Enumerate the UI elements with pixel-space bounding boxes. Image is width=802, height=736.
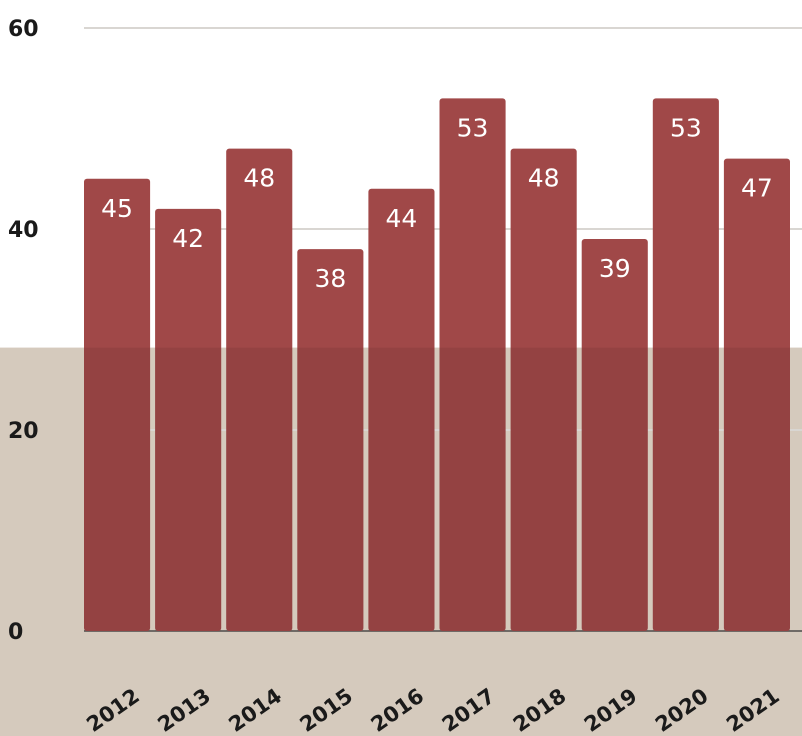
data-label-2017: 53 [457,113,489,142]
bar-shade-2015 [297,347,364,631]
bar-2018 [510,148,577,631]
y-tick-label: 40 [8,218,39,243]
bar-shade-2020 [652,347,719,631]
y-axis-tick-layer: 0 20 40 60 [8,17,39,645]
bar-2013 [155,208,222,631]
data-label-layer: 45 42 48 38 44 53 48 39 53 47 [101,113,773,293]
data-label-2015: 38 [314,264,346,293]
data-label-2019: 39 [599,254,631,283]
bar-2017 [439,98,506,632]
bar-2014 [226,148,293,631]
bar-layer [84,98,790,632]
data-label-2020: 53 [670,113,702,142]
bar-2015 [297,249,364,631]
bar-2019 [581,239,648,632]
bar-shade-2012 [84,347,151,631]
y-tick-label: 20 [8,419,39,444]
data-label-2021: 47 [741,174,773,203]
bar-shade-2017 [439,347,506,631]
data-label-2016: 44 [386,204,418,233]
y-tick-label: 0 [8,620,23,645]
bar-2012 [84,178,151,631]
bar-shade-2019 [581,347,648,631]
data-label-2018: 48 [528,164,560,193]
data-label-2013: 42 [172,224,204,253]
bar-2016 [368,188,435,632]
band-overlay-layer [84,347,790,631]
bar-shade-2021 [723,347,790,631]
bar-shade-2018 [510,347,577,631]
y-tick-label: 60 [8,17,39,42]
bar-shade-2013 [155,347,222,631]
bar-2021 [723,158,790,631]
data-label-2014: 48 [243,164,275,193]
bar-2020 [652,98,719,632]
data-label-2012: 45 [101,194,133,223]
bar-shade-2016 [368,347,435,631]
bar-shade-2014 [226,347,293,631]
